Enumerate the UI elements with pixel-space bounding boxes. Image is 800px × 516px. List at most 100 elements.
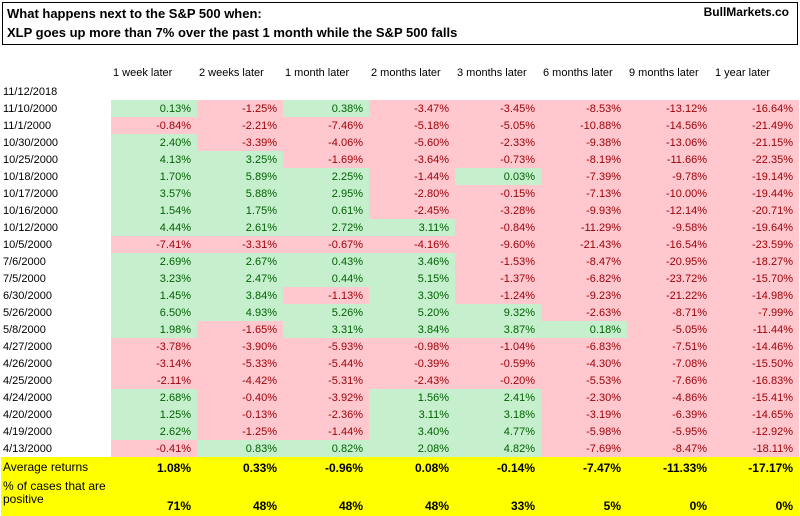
return-cell: 3.87% xyxy=(455,321,541,338)
return-cell: -14.46% xyxy=(713,338,799,355)
return-cell: 4.13% xyxy=(111,151,197,168)
return-cell: 4.82% xyxy=(455,440,541,457)
return-cell: -19.44% xyxy=(713,185,799,202)
percent-positive-cell: 48% xyxy=(369,478,455,516)
return-cell: -10.00% xyxy=(627,185,713,202)
return-cell xyxy=(541,83,627,100)
return-cell: -5.31% xyxy=(283,372,369,389)
return-cell: -7.99% xyxy=(713,304,799,321)
return-cell: -8.19% xyxy=(541,151,627,168)
return-cell: 3.25% xyxy=(197,151,283,168)
percent-positive-label: % of cases that are positive xyxy=(1,478,111,516)
return-cell: 3.40% xyxy=(369,423,455,440)
return-cell: 2.68% xyxy=(111,389,197,406)
return-cell: 5.89% xyxy=(197,168,283,185)
return-cell: 0.61% xyxy=(283,202,369,219)
date-cell: 10/5/2000 xyxy=(3,238,52,251)
average-return-cell: -0.14% xyxy=(455,457,541,478)
return-cell xyxy=(369,83,455,100)
return-cell: -2.21% xyxy=(197,117,283,134)
return-cell: -1.25% xyxy=(197,423,283,440)
table-row: 11/1/2000 -0.84% -2.21% -7.46% -5.18% -5.05% -… xyxy=(1,117,799,134)
table-row: 4/19/2000 2.62% -1.25% -1.44% 3.40% 4.77% -5.9… xyxy=(1,423,799,440)
return-cell: 2.72% xyxy=(283,219,369,236)
table-row: 5/26/2000 6.50% 4.93% 5.26% 5.20% 9.32% -2.63%… xyxy=(1,304,799,321)
return-cell: -23.72% xyxy=(627,270,713,287)
return-cell: -0.84% xyxy=(455,219,541,236)
return-cell: -3.90% xyxy=(197,338,283,355)
return-cell: -1.24% xyxy=(455,287,541,304)
return-cell: 2.41% xyxy=(455,389,541,406)
table-row: 11/10/2000 0.13% -1.25% 0.38% -3.47% -3.45% -8… xyxy=(1,100,799,117)
table-row: 10/5/2000 -7.41% -3.31% -0.67% -4.16% -9.60% -… xyxy=(1,236,799,253)
return-cell: -15.50% xyxy=(713,355,799,372)
return-cell: -0.98% xyxy=(369,338,455,355)
return-cell: 1.98% xyxy=(111,321,197,338)
date-cell: 11/10/2000 xyxy=(3,102,58,115)
return-cell: -3.92% xyxy=(283,389,369,406)
return-cell: -5.98% xyxy=(541,423,627,440)
return-cell: 5.26% xyxy=(283,304,369,321)
column-header: 2 weeks later xyxy=(199,67,264,79)
return-cell: -1.65% xyxy=(197,321,283,338)
date-column-header xyxy=(1,59,111,83)
return-cell: -0.39% xyxy=(369,355,455,372)
return-cell: -9.60% xyxy=(455,236,541,253)
return-cell: 0.38% xyxy=(283,100,369,117)
return-cell: 1.75% xyxy=(197,202,283,219)
return-cell: 1.54% xyxy=(111,202,197,219)
table-row: 10/17/2000 3.57% 5.88% 2.95% -2.80% -0.15% -7.… xyxy=(1,185,799,202)
return-cell: -9.58% xyxy=(627,219,713,236)
table-row: 4/24/2000 2.68% -0.40% -3.92% 1.56% 2.41% -2.3… xyxy=(1,389,799,406)
return-cell: 2.47% xyxy=(197,270,283,287)
return-cell: -11.66% xyxy=(627,151,713,168)
return-cell: -6.82% xyxy=(541,270,627,287)
date-cell: 10/17/2000 xyxy=(3,187,59,200)
return-cell: -5.44% xyxy=(283,355,369,372)
percent-positive-cell: 33% xyxy=(455,478,541,516)
return-cell: 3.18% xyxy=(455,406,541,423)
return-cell: -21.15% xyxy=(713,134,799,151)
return-cell: -0.59% xyxy=(455,355,541,372)
table-row: 4/25/2000 -2.11% -4.42% -5.31% -2.43% -0.20% -… xyxy=(1,372,799,389)
return-cell: 1.25% xyxy=(111,406,197,423)
return-cell: -21.49% xyxy=(713,117,799,134)
average-return-cell: 0.33% xyxy=(197,457,283,478)
return-cell: 2.61% xyxy=(197,219,283,236)
page-title-line2: XLP goes up more than 7% over the past 1… xyxy=(7,25,458,40)
return-cell: 5.15% xyxy=(369,270,455,287)
return-cell: -11.44% xyxy=(713,321,799,338)
page-title-line1: What happens next to the S&P 500 when: xyxy=(7,6,262,21)
date-cell: 4/19/2000 xyxy=(3,425,52,438)
return-cell: 3.23% xyxy=(111,270,197,287)
return-cell: -5.93% xyxy=(283,338,369,355)
average-return-cell: -11.33% xyxy=(627,457,713,478)
date-cell: 4/27/2000 xyxy=(3,340,52,353)
return-cell: -7.41% xyxy=(111,236,197,253)
return-cell xyxy=(455,83,541,100)
return-cell: 2.08% xyxy=(369,440,455,457)
return-cell: -1.44% xyxy=(283,423,369,440)
table-row: 6/30/2000 1.45% 3.84% -1.13% 3.30% -1.24% -9.2… xyxy=(1,287,799,304)
return-cell: -9.38% xyxy=(541,134,627,151)
return-cell: -11.29% xyxy=(541,219,627,236)
table-row: 7/6/2000 2.69% 2.67% 0.43% 3.46% -1.53% -8.47%… xyxy=(1,253,799,270)
return-cell: -0.84% xyxy=(111,117,197,134)
return-cell: -21.22% xyxy=(627,287,713,304)
return-cell: -18.27% xyxy=(713,253,799,270)
return-cell: -23.59% xyxy=(713,236,799,253)
date-cell: 10/12/2000 xyxy=(3,221,59,234)
return-cell: -4.86% xyxy=(627,389,713,406)
return-cell: -7.51% xyxy=(627,338,713,355)
date-cell: 10/16/2000 xyxy=(3,204,59,217)
column-header: 1 month later xyxy=(285,67,350,79)
return-cell: -9.23% xyxy=(541,287,627,304)
column-header: 9 months later xyxy=(629,67,699,79)
average-returns-row: Average returns 1.08% 0.33% -0.96% 0.08% -0.… xyxy=(1,457,799,478)
return-cell: 3.30% xyxy=(369,287,455,304)
return-cell: 0.82% xyxy=(283,440,369,457)
return-cell: 1.56% xyxy=(369,389,455,406)
table-body: 11/12/2018 11/10/2000 0.13% -1.25% 0.38% -3.4… xyxy=(1,83,799,457)
return-cell xyxy=(283,83,369,100)
return-cell: 3.11% xyxy=(369,219,455,236)
